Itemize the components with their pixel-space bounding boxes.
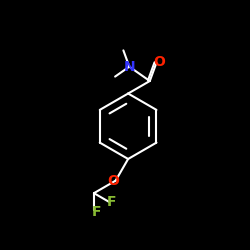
Text: O: O (107, 174, 119, 188)
Text: N: N (124, 60, 135, 74)
Text: F: F (92, 205, 101, 219)
Text: F: F (107, 195, 116, 209)
Text: O: O (153, 55, 165, 69)
